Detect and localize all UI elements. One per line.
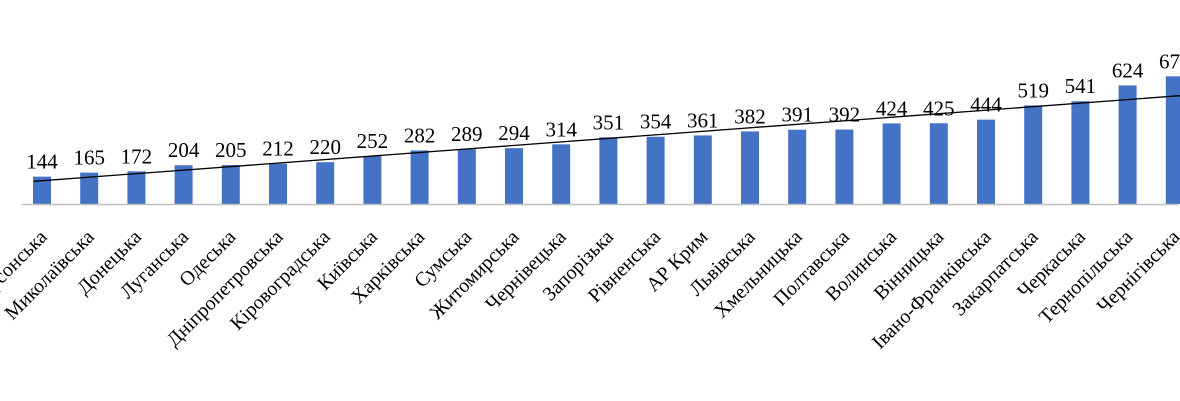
bar-6	[269, 163, 287, 204]
data-label-3: 172	[121, 144, 153, 168]
data-label-22: 519	[1017, 78, 1049, 102]
bar-5	[221, 165, 240, 204]
bar-20	[929, 123, 948, 204]
data-label-7: 220	[309, 135, 341, 159]
data-label-9: 282	[404, 123, 436, 147]
data-label-13: 351	[593, 110, 625, 134]
bar-8	[363, 156, 382, 204]
bar-11	[505, 148, 523, 204]
bar-12	[552, 144, 571, 204]
data-label-24: 624	[1112, 58, 1144, 82]
data-label-21: 444	[970, 93, 1002, 117]
bar-9	[410, 150, 429, 204]
data-label-4: 204	[168, 138, 200, 162]
bar-17	[788, 129, 807, 204]
bar-19	[882, 123, 901, 204]
bar-24	[1118, 85, 1137, 204]
bar-16	[741, 131, 759, 204]
data-label-12: 314	[545, 117, 577, 141]
data-label-16: 382	[734, 104, 766, 128]
bar-1	[33, 176, 51, 204]
data-label-5: 205	[215, 138, 247, 162]
bar-25	[1165, 76, 1180, 204]
data-label-14: 354	[640, 110, 672, 134]
bar-23	[1071, 101, 1090, 204]
bar-3	[127, 171, 146, 204]
bar-13	[599, 137, 618, 204]
data-label-19: 424	[876, 96, 908, 120]
bar-2	[80, 172, 99, 204]
data-label-15: 361	[687, 108, 719, 132]
bar-10	[457, 149, 476, 204]
data-label-11: 294	[498, 121, 530, 145]
data-label-25: 672	[1159, 49, 1180, 73]
bar-14	[646, 136, 665, 204]
trend-line	[33, 95, 1180, 182]
data-label-23: 541	[1065, 74, 1097, 98]
data-label-8: 252	[357, 129, 389, 153]
data-label-1: 144	[26, 150, 58, 174]
data-label-6: 212	[262, 137, 294, 161]
data-label-20: 425	[923, 96, 955, 120]
bars-group	[33, 76, 1180, 204]
bar-15	[693, 135, 712, 204]
bar-21	[977, 119, 995, 204]
bar-4	[174, 165, 193, 204]
data-label-17: 391	[781, 103, 813, 127]
bar-7	[316, 162, 335, 204]
data-label-18: 392	[829, 103, 861, 127]
bar-22	[1024, 105, 1043, 204]
data-label-10: 289	[451, 122, 483, 146]
category-labels-group: ХерсонськаМиколаївськаДонецькаЛуганськаО…	[0, 226, 1180, 354]
bar-18	[835, 129, 854, 204]
data-labels-group: 144 165 172 204 205 212 220 252 282 289 294 314 351 3…	[26, 49, 1180, 173]
data-label-2: 165	[73, 146, 105, 170]
